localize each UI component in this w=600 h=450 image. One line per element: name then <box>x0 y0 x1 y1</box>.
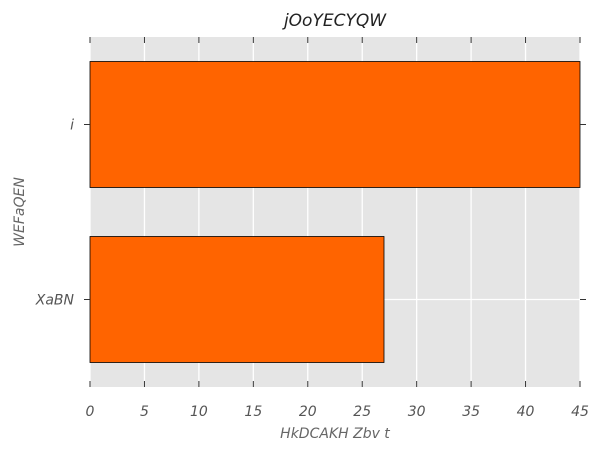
axis-ticks <box>84 37 586 387</box>
bar-0 <box>89 61 581 188</box>
x-tick-label-6: 30 <box>408 404 426 420</box>
x-tick-label-9: 45 <box>571 404 589 420</box>
x-tick-label-0: 0 <box>86 404 95 420</box>
x-tick-label-5: 25 <box>353 404 371 420</box>
y-tick-label-0: i <box>70 118 74 134</box>
chart-title: jOoYECYQW <box>282 11 387 31</box>
x-axis-label: HkDCAKH Zbv t <box>280 426 390 442</box>
x-tick-label-4: 20 <box>299 404 317 420</box>
y-axis-label: WEFaQEN <box>12 177 28 247</box>
bar-1 <box>89 236 385 363</box>
x-tick-label-7: 35 <box>462 404 480 420</box>
x-tick-label-3: 15 <box>244 404 262 420</box>
bars <box>89 61 581 363</box>
x-tick-label-2: 10 <box>190 404 208 420</box>
tick-labels: 0 5 10 15 20 25 30 35 40 45 i XaBN <box>35 118 589 421</box>
y-tick-label-1: XaBN <box>35 293 75 309</box>
x-tick-label-1: 5 <box>140 404 149 420</box>
x-tick-label-8: 40 <box>517 404 535 420</box>
